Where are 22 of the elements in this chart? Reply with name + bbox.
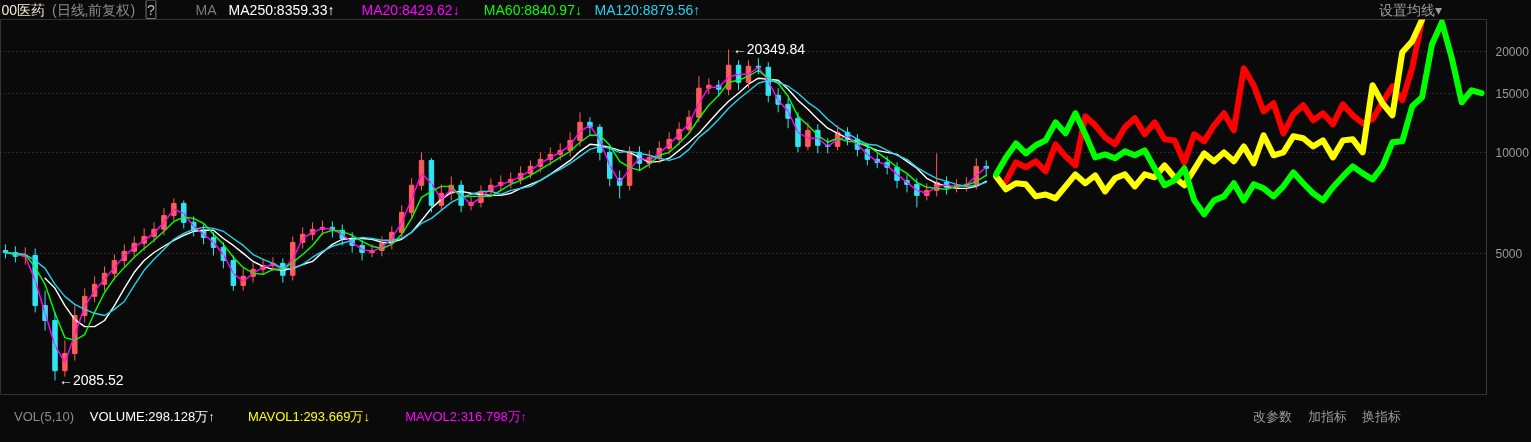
text: 换指标 [1362,409,1402,424]
y-tick-label: 10000 [1495,146,1530,161]
y-tick-label: 20000 [1495,45,1530,60]
text: 加指标 [1307,409,1347,424]
text: MAVOL1:293.669万↓ [248,409,370,424]
chart-title: 00医药 [1,1,46,18]
text: VOLUME:298.128万↑ [89,409,215,424]
y-tick-label: 5000 [1495,246,1523,261]
text: MA250:8359.33↑ [228,1,335,18]
text: 设置均线▾ [1378,1,1442,18]
text: ? [147,1,156,18]
text: MA [195,1,218,18]
text: 改参数 [1252,409,1292,424]
text: VOL(5,10) [14,409,75,424]
text: MAVOL2:316.798万↑ [405,409,528,424]
annotation: ←20349.84 [732,41,806,58]
chart-subtitle: (日线,前复权) [51,1,136,18]
text: MA20:8429.62↓ [361,1,460,18]
text: MA60:8840.97↓ [483,1,582,18]
annotation: ←2085.52 [58,372,124,389]
text: MA120:8879.56↑ [594,1,701,18]
y-tick-label: 15000 [1495,87,1530,102]
